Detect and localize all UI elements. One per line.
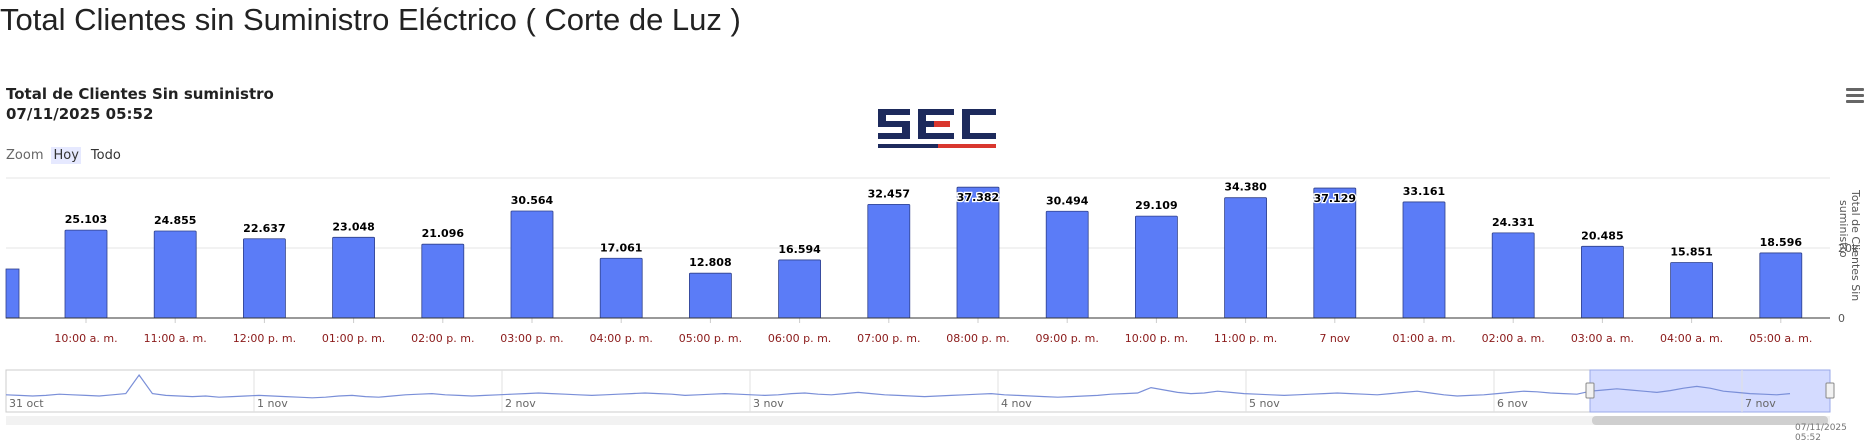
x-tick-label: 11:00 a. m.: [144, 332, 207, 345]
chart-title-timestamp: 07/11/2025 05:52: [6, 105, 154, 123]
bar-data-label: 30.564: [511, 194, 554, 207]
page-title: Total Clientes sin Suministro Eléctrico …: [0, 2, 741, 37]
bar-data-label: 32.457: [868, 187, 910, 200]
x-tick-label: 02:00 p. m.: [411, 332, 474, 345]
bar-data-label: 37.382: [957, 191, 999, 204]
zoom-label: Zoom: [6, 148, 44, 163]
chart-title-main: Total de Clientes Sin suministro: [6, 85, 274, 103]
bar: [1224, 197, 1267, 319]
bar-data-label: 29.109: [1135, 199, 1177, 212]
chart-title: Total de Clientes Sin suministro 07/11/2…: [6, 84, 274, 124]
navigator-date-label: 5 nov: [1249, 397, 1280, 410]
bar: [1581, 245, 1624, 319]
bar-data-label: 21.096: [422, 227, 465, 240]
bar-data-label: 12.808: [689, 256, 731, 269]
sec-logo: [876, 101, 1000, 160]
bar-data-label: 24.855: [154, 214, 196, 227]
bar: [242, 238, 286, 319]
y-tick-label: 20k: [1838, 242, 1859, 255]
navigator-selection: [1589, 369, 1831, 413]
navigator-date-label: 6 nov: [1497, 397, 1528, 410]
navigator-handle-left[interactable]: [1585, 382, 1595, 399]
bar-data-label: 22.637: [243, 222, 285, 235]
x-tick-label: 05:00 a. m.: [1749, 332, 1812, 345]
bar: [689, 272, 732, 319]
x-tick-label: 7 nov: [1319, 332, 1350, 345]
zoom-todo-button[interactable]: Todo: [90, 148, 121, 163]
bar-data-label: 16.594: [778, 243, 821, 256]
bar-data-label: 33.161: [1403, 185, 1445, 198]
chart-data-labels: 25.103 24.855 22.637 23.048 21.096 30.564 17.0…: [65, 181, 1803, 270]
bar: [1045, 210, 1089, 319]
chart-bars: [5, 186, 1803, 319]
bar: [1313, 187, 1357, 319]
zoom-controls: Zoom Hoy Todo: [6, 147, 123, 164]
bar-data-label: 23.048: [332, 220, 374, 233]
bar-partial: [5, 268, 20, 319]
bar-data-label: 25.103: [65, 213, 107, 226]
x-tick-label: 07:00 p. m.: [857, 332, 920, 345]
bar-data-label: 20.485: [1581, 229, 1623, 242]
navigator-date-label: 1 nov: [257, 397, 288, 410]
bar-data-label: 37.129: [1314, 192, 1356, 205]
navigator-series-line: [5, 373, 1791, 399]
navigator-handle-right[interactable]: [1825, 382, 1835, 399]
x-tick-label: 03:00 a. m.: [1571, 332, 1634, 345]
bar: [421, 243, 465, 319]
navigator-scrollbar-thumb[interactable]: [1592, 416, 1828, 425]
y-axis-title-line: Total de Clientes Sin: [1849, 189, 1862, 301]
bar-data-label: 24.331: [1492, 216, 1534, 229]
bar: [153, 230, 197, 319]
x-tick-label: 05:00 p. m.: [679, 332, 742, 345]
zoom-hoy-button[interactable]: Hoy: [51, 147, 81, 164]
bar: [1135, 215, 1178, 319]
chart-menu-button[interactable]: [1846, 88, 1864, 103]
x-tick-label: 12:00 p. m.: [233, 332, 296, 345]
bar-data-label: 15.851: [1670, 246, 1712, 259]
bar: [1670, 262, 1713, 319]
x-tick-label: 11:00 p. m.: [1214, 332, 1277, 345]
navigator-date-label: 4 nov: [1001, 397, 1032, 410]
bar: [64, 229, 108, 319]
bar: [332, 236, 376, 319]
bar: [599, 257, 643, 319]
bar: [1402, 201, 1446, 319]
bar-data-label: 30.494: [1046, 194, 1089, 207]
footer-timestamp: 07/11/2025 05:52: [1795, 423, 1847, 443]
x-tick-label: 06:00 p. m.: [768, 332, 831, 345]
bar-data-label: 18.596: [1760, 236, 1803, 249]
navigator-date-label: 7 nov: [1745, 397, 1776, 410]
chart-navigator: 31 oct 1 nov 2 nov 3 nov 4 nov 5 nov 6 nov 7 no…: [5, 369, 1835, 425]
bar-data-label: 34.380: [1224, 181, 1267, 194]
x-tick-label: 09:00 p. m.: [1036, 332, 1099, 345]
bar: [956, 186, 1000, 319]
x-tick-label: 03:00 p. m.: [500, 332, 563, 345]
x-tick-label: 10:00 a. m.: [54, 332, 117, 345]
navigator-date-label: 3 nov: [753, 397, 784, 410]
x-tick-label: 01:00 a. m.: [1392, 332, 1455, 345]
chart-x-axis: 10:00 a. m. 11:00 a. m. 12:00 p. m. 01:00 p…: [6, 317, 1830, 345]
navigator-date-label: 2 nov: [505, 397, 536, 410]
navigator-date-label: 31 oct: [9, 397, 44, 410]
bar: [1491, 232, 1535, 319]
y-axis-title-line: suministro: [1837, 200, 1850, 258]
navigator-scrollbar-track: [6, 416, 1830, 425]
x-tick-label: 10:00 p. m.: [1125, 332, 1188, 345]
x-tick-label: 01:00 p. m.: [322, 332, 385, 345]
bar: [867, 204, 911, 319]
x-tick-label: 08:00 p. m.: [946, 332, 1009, 345]
bar: [778, 259, 821, 319]
y-tick-label: 0: [1838, 312, 1845, 325]
x-tick-label: 04:00 p. m.: [590, 332, 653, 345]
x-tick-label: 02:00 a. m.: [1482, 332, 1545, 345]
x-tick-label: 04:00 a. m.: [1660, 332, 1723, 345]
bar: [510, 210, 554, 319]
y-axis-title: Total de Clientes Sinsuministro: [1837, 189, 1862, 301]
bar: [1759, 252, 1803, 319]
bar-data-label: 17.061: [600, 241, 642, 254]
